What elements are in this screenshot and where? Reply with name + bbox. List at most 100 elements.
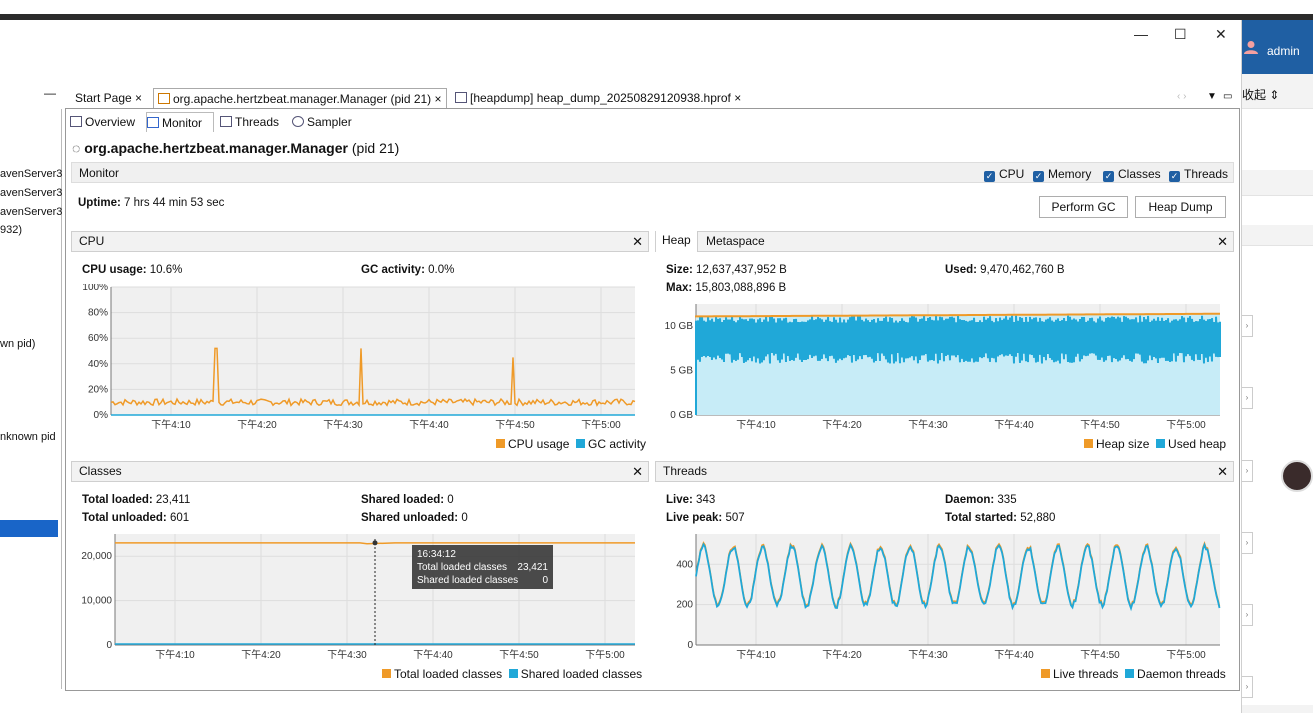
- tab-threads[interactable]: Threads: [220, 112, 279, 132]
- pane-minimize-button[interactable]: —: [44, 86, 56, 100]
- monitor-label: Monitor: [79, 166, 120, 180]
- applications-pane: avenServer3 avenServer3 avenServer3 932)…: [0, 109, 62, 689]
- stat-value: 10.6%: [149, 264, 183, 276]
- scroll-tabs-icon[interactable]: ‹ ›: [1177, 91, 1187, 102]
- app-item[interactable]: avenServer3: [0, 187, 63, 199]
- app-item[interactable]: avenServer3: [0, 206, 63, 218]
- chevron-icon[interactable]: ›: [1242, 532, 1253, 554]
- x-tick-label: 下午4:10: [736, 648, 776, 661]
- legend-label: CPU usage: [508, 437, 570, 451]
- minimize-button[interactable]: —: [1134, 26, 1148, 42]
- close-icon[interactable]: ✕: [632, 234, 643, 249]
- tab-heapdump[interactable]: [heapdump] heap_dump_20250829120938.hpro…: [451, 88, 745, 108]
- sampler-icon: [292, 116, 304, 127]
- tab-sampler[interactable]: Sampler: [292, 112, 352, 132]
- daemon-threads-line: [695, 542, 1221, 612]
- tab-label: org.apache.hertzbeat.manager.Manager (pi…: [173, 92, 432, 106]
- threads-peak: Live peak: 507: [666, 512, 745, 524]
- x-tick-label: 下午4:50: [495, 418, 535, 431]
- tab-metaspace[interactable]: Metaspace: [706, 234, 765, 248]
- tab-start-page[interactable]: Start Page ×: [71, 88, 146, 108]
- bg-panel: [1242, 108, 1313, 170]
- monitor-icon: [147, 117, 159, 128]
- y-tick-label: 20,000: [81, 551, 112, 562]
- stat-label: Shared unloaded:: [361, 512, 459, 524]
- tab-label: Overview: [85, 115, 136, 129]
- chevron-icon[interactable]: ›: [1242, 387, 1253, 409]
- app-item[interactable]: 932): [0, 224, 23, 236]
- cpu-chart: 下午4:10 下午4:20 下午4:30 下午4:40 下午4:50 下午5:00 100%…: [82, 284, 636, 431]
- process-pid: (pid 21): [351, 140, 400, 156]
- classes-legend: Total loaded classes Shared loaded class…: [382, 667, 642, 681]
- heap-dump-button[interactable]: Heap Dump: [1135, 196, 1226, 218]
- cpu-panel-header: CPU ✕: [71, 231, 649, 252]
- app-item[interactable]: avenServer3: [0, 168, 63, 180]
- chevron-icon[interactable]: ›: [1242, 676, 1253, 698]
- x-tick-label: 下午4:40: [413, 648, 453, 661]
- close-button[interactable]: ✕: [1215, 26, 1227, 42]
- tab-list-dropdown-icon[interactable]: ▼: [1207, 91, 1217, 102]
- plot-area: [696, 534, 1220, 645]
- check-label: Memory: [1048, 167, 1092, 181]
- stat-label: Size:: [666, 264, 693, 276]
- tab-label: Threads: [235, 115, 280, 129]
- legend-label: Shared loaded classes: [520, 667, 643, 681]
- threads-daemon: Daemon: 335: [945, 494, 1017, 506]
- app-item[interactable]: nknown pid: [0, 431, 56, 443]
- check-label: CPU: [999, 167, 1025, 181]
- collapse-toggle[interactable]: 收起 ⇕: [1242, 86, 1279, 103]
- panel-title: Classes: [79, 464, 122, 478]
- stat-label: CPU usage:: [82, 264, 147, 276]
- close-icon[interactable]: ×: [434, 92, 442, 106]
- close-icon[interactable]: ✕: [632, 464, 643, 479]
- x-tick-label: 下午5:00: [581, 418, 621, 431]
- x-tick-label: 下午4:30: [908, 648, 948, 661]
- y-tick-label: 5 GB: [670, 366, 693, 377]
- selected-item-highlight: [0, 520, 58, 537]
- close-icon[interactable]: ✕: [1217, 464, 1228, 479]
- stat-label: Live:: [666, 494, 693, 506]
- legend-label: Daemon threads: [1137, 667, 1226, 681]
- x-tick-label: 下午4:50: [499, 648, 539, 661]
- stat-label: Total loaded:: [82, 494, 153, 506]
- cpu-checkbox[interactable]: ✓ CPU: [984, 167, 1025, 182]
- memory-checkbox[interactable]: ✓ Memory: [1033, 167, 1092, 182]
- close-icon[interactable]: ×: [135, 91, 143, 105]
- stat-value: 15,803,088,896 B: [695, 282, 787, 294]
- y-tick-label: 60%: [88, 333, 108, 344]
- app-item[interactable]: wn pid): [0, 338, 36, 350]
- x-tick-label: 下午4:20: [822, 418, 862, 431]
- chevron-icon[interactable]: ›: [1242, 460, 1253, 482]
- shared-loaded: Shared loaded: 0: [361, 494, 454, 506]
- maximize-button[interactable]: ☐: [1174, 26, 1187, 42]
- plot-area: [111, 287, 635, 415]
- tab-manager-pid21[interactable]: org.apache.hertzbeat.manager.Manager (pi…: [153, 88, 447, 108]
- top-dark-bar: [0, 14, 1313, 20]
- maximize-tab-icon[interactable]: ▭: [1223, 91, 1233, 102]
- close-icon[interactable]: ×: [734, 91, 742, 105]
- close-icon[interactable]: ✕: [1217, 234, 1228, 249]
- threads-started: Total started: 52,880: [945, 512, 1055, 524]
- x-tick-label: 下午4:40: [994, 648, 1034, 661]
- tab-heap[interactable]: Heap: [656, 231, 698, 252]
- perform-gc-button[interactable]: Perform GC: [1039, 196, 1128, 218]
- x-tick-label: 下午4:20: [241, 648, 281, 661]
- bg-input: [1242, 195, 1313, 225]
- user-menu[interactable]: admin: [1242, 20, 1313, 74]
- x-tick-label: 下午4:30: [908, 418, 948, 431]
- overview-icon: [70, 116, 82, 127]
- user-name: admin: [1267, 44, 1300, 58]
- app-item-selected[interactable]: er (pid 21): [0, 412, 51, 424]
- floating-avatar[interactable]: [1281, 460, 1313, 492]
- classes-checkbox[interactable]: ✓ Classes: [1103, 167, 1161, 182]
- app-icon: [158, 93, 170, 104]
- heapdump-icon: [455, 92, 467, 103]
- y-tick-label: 80%: [88, 308, 108, 319]
- chevron-icon[interactable]: ›: [1242, 315, 1253, 337]
- threads-checkbox[interactable]: ✓ Threads: [1169, 167, 1229, 182]
- tab-overview[interactable]: Overview: [70, 112, 142, 132]
- x-tick-label: 下午4:20: [822, 648, 862, 661]
- tab-monitor[interactable]: Monitor: [146, 112, 214, 132]
- chevron-icon[interactable]: ›: [1242, 604, 1253, 626]
- uptime-label: Uptime:: [78, 197, 121, 209]
